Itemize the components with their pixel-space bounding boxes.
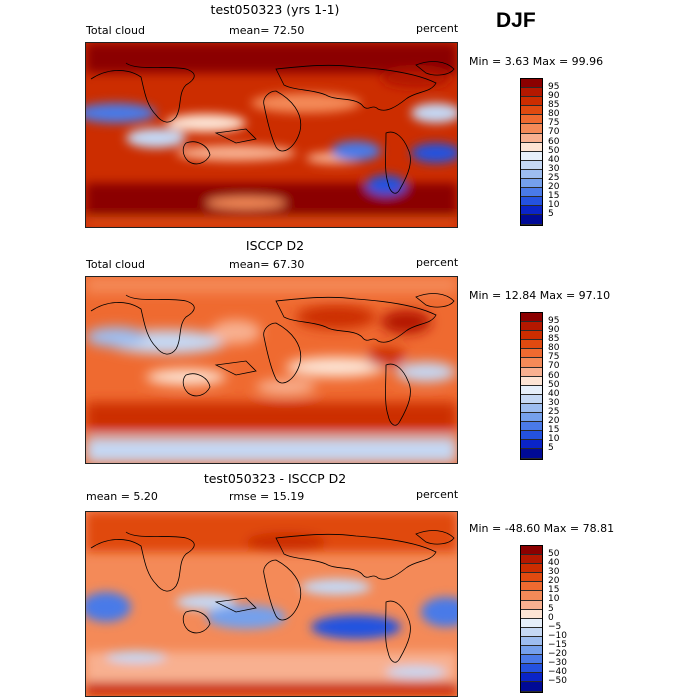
colorbar-labels: 95 90 85 80 75 70 60 50 40 30 25 20 15 1…: [548, 82, 560, 220]
colorbar-label: 50: [548, 145, 560, 156]
colorbar-label: 85: [548, 334, 560, 345]
min-max-label: Min = 12.84 Max = 97.10: [469, 289, 611, 302]
colorbar-label: 70: [548, 127, 560, 138]
colorbar-label: 25: [548, 172, 560, 183]
rmse-label: rmse = 15.19: [229, 490, 305, 503]
colorbar-label: 80: [548, 343, 560, 354]
colorbar-label: 5: [548, 603, 554, 614]
colorbar-label: 15: [548, 585, 560, 596]
colorbar-label: −40: [548, 667, 567, 678]
colorbar-label: 20: [548, 576, 560, 587]
colorbar-label: 60: [548, 136, 560, 147]
colorbar-label: 20: [548, 182, 560, 193]
mean-label: mean= 67.30: [229, 258, 305, 271]
colorbar-labels: 50 40 30 20 15 10 5 0 −5 −10 −15 −20 −30…: [548, 549, 567, 687]
panel-title: test050323 (yrs 1-1): [210, 2, 340, 17]
colorbar: [520, 78, 543, 226]
colorbar-label: 5: [548, 209, 554, 220]
colorbar: [520, 545, 543, 693]
colorbar-label: 40: [548, 388, 560, 399]
season-label: DJF: [496, 9, 536, 32]
colorbar-label: 75: [548, 352, 560, 363]
colorbar-label: 75: [548, 118, 560, 129]
colorbar-label: 50: [548, 379, 560, 390]
colorbar-labels: 95 90 85 80 75 70 60 50 40 30 25 20 15 1…: [548, 316, 560, 454]
units-label: percent: [416, 256, 459, 269]
colorbar-label: −5: [548, 621, 562, 632]
colorbar-label: −10: [548, 630, 567, 641]
colorbar-label: 30: [548, 397, 560, 408]
colorbar-label: 50: [548, 549, 560, 559]
colorbar-label: 70: [548, 361, 560, 372]
map-model-total-cloud: [85, 42, 458, 228]
colorbar-label: 95: [548, 316, 560, 326]
map-isccp-total-cloud: [85, 276, 458, 464]
panel-title: test050323 - ISCCP D2: [203, 471, 347, 486]
colorbar-label: 5: [548, 443, 554, 454]
mean-label: mean= 72.50: [229, 24, 305, 37]
colorbar-label: 10: [548, 434, 560, 445]
colorbar-label: 90: [548, 325, 560, 336]
colorbar-label: 95: [548, 82, 560, 92]
colorbar-label: 25: [548, 406, 560, 417]
colorbar-label: 85: [548, 100, 560, 111]
panel-title: ISCCP D2: [245, 238, 305, 253]
field-label: Total cloud: [86, 258, 145, 271]
colorbar-label: 20: [548, 416, 560, 427]
colorbar-label: 40: [548, 558, 560, 569]
colorbar-label: 60: [548, 370, 560, 381]
units-label: percent: [416, 488, 459, 501]
colorbar-label: −50: [548, 676, 567, 687]
units-label: percent: [416, 22, 459, 35]
colorbar-label: −30: [548, 658, 567, 669]
colorbar-label: 10: [548, 200, 560, 211]
min-max-label: Min = -48.60 Max = 78.81: [469, 522, 615, 535]
colorbar-label: 80: [548, 109, 560, 120]
colorbar: [520, 312, 543, 460]
map-difference: [85, 511, 458, 697]
colorbar-label: 15: [548, 191, 560, 202]
min-max-label: Min = 3.63 Max = 99.96: [469, 55, 604, 68]
colorbar-label: −15: [548, 639, 567, 650]
colorbar-label: 90: [548, 91, 560, 102]
field-label: Total cloud: [86, 24, 145, 37]
colorbar-label: 0: [548, 612, 554, 623]
colorbar-label: −20: [548, 649, 567, 660]
colorbar-label: 40: [548, 154, 560, 165]
colorbar-label: 30: [548, 567, 560, 578]
colorbar-label: 15: [548, 425, 560, 436]
colorbar-label: 10: [548, 594, 560, 605]
colorbar-label: 30: [548, 163, 560, 174]
mean-label: mean = 5.20: [86, 490, 158, 503]
